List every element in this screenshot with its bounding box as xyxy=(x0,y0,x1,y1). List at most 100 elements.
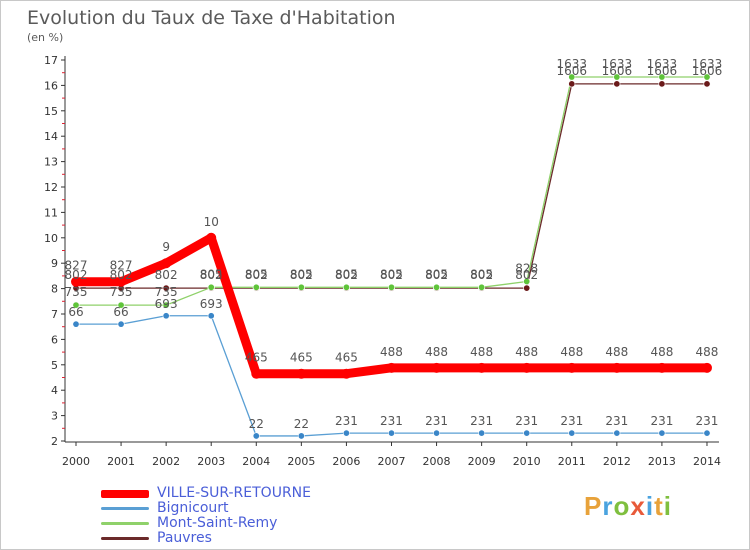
y-tick-label: 13 xyxy=(44,156,58,169)
data-label-ville-sur-retourne: 488 xyxy=(560,345,583,359)
data-point-bignicourt xyxy=(162,312,170,320)
data-label-ville-sur-retourne: 488 xyxy=(605,345,628,359)
y-tick-label: 11 xyxy=(44,206,58,219)
legend-item: Pauvres xyxy=(101,531,311,546)
x-tick-label: 2005 xyxy=(287,455,315,468)
data-point-mont-saint-remy xyxy=(342,283,350,291)
data-label-pauvres: 1606 xyxy=(556,64,587,78)
x-tick-label: 2007 xyxy=(377,455,405,468)
data-label-pauvres: 802 xyxy=(515,268,538,282)
y-tick-label: 17 xyxy=(44,54,58,67)
data-point-mont-saint-remy xyxy=(568,73,576,81)
data-point-mont-saint-remy xyxy=(162,301,170,309)
legend-label: Pauvres xyxy=(157,530,212,546)
x-tick-label: 2001 xyxy=(107,455,135,468)
legend-label: Bignicourt xyxy=(157,500,229,516)
data-label-bignicourt: 22 xyxy=(249,417,264,431)
y-tick-label: 5 xyxy=(51,359,58,372)
data-label-pauvres: 802 xyxy=(110,268,133,282)
data-label-mont-saint-remy: 805 xyxy=(380,267,403,281)
y-tick-label: 7 xyxy=(51,308,58,321)
data-point-bignicourt xyxy=(613,429,621,437)
y-tick-label: 4 xyxy=(51,384,58,397)
logo-letter: o xyxy=(613,491,631,521)
data-label-bignicourt: 231 xyxy=(335,414,358,428)
y-tick-label: 3 xyxy=(51,410,58,423)
legend-item: Mont-Saint-Remy xyxy=(101,516,311,531)
legend-swatch xyxy=(101,507,149,510)
data-label-mont-saint-remy: 805 xyxy=(425,267,448,281)
data-label-mont-saint-remy: 735 xyxy=(155,285,178,299)
data-point-mont-saint-remy xyxy=(703,73,711,81)
data-label-mont-saint-remy: 735 xyxy=(110,285,133,299)
data-point-ville-sur-retourne xyxy=(566,362,577,373)
data-point-ville-sur-retourne xyxy=(656,362,667,373)
data-point-pauvres xyxy=(613,80,621,88)
y-unit-label: (en %) xyxy=(27,31,64,44)
data-point-bignicourt xyxy=(297,432,305,440)
x-tick-label: 2004 xyxy=(242,455,270,468)
data-label-bignicourt: 231 xyxy=(650,414,673,428)
data-point-pauvres xyxy=(162,284,170,292)
data-label-mont-saint-remy: 828 xyxy=(515,261,538,275)
data-point-pauvres xyxy=(523,284,531,292)
x-tick-label: 2010 xyxy=(513,455,541,468)
y-tick-label: 12 xyxy=(44,181,58,194)
data-label-mont-saint-remy: 1633 xyxy=(556,57,587,71)
data-point-pauvres xyxy=(568,80,576,88)
data-label-ville-sur-retourne: 488 xyxy=(470,345,493,359)
chart-title: Evolution du Taux de Taxe d'Habitation xyxy=(27,7,396,29)
data-label-ville-sur-retourne: 465 xyxy=(335,351,358,365)
y-tick-label: 2 xyxy=(51,435,58,448)
data-label-pauvres: 1606 xyxy=(692,64,723,78)
data-label-bignicourt: 231 xyxy=(605,414,628,428)
data-label-mont-saint-remy: 805 xyxy=(245,267,268,281)
logo-letter: x xyxy=(630,491,646,521)
data-label-ville-sur-retourne: 488 xyxy=(425,345,448,359)
legend-item: VILLE-SUR-RETOURNE xyxy=(101,486,311,501)
data-point-bignicourt xyxy=(387,429,395,437)
data-point-ville-sur-retourne xyxy=(521,362,532,373)
data-label-ville-sur-retourne: 827 xyxy=(110,259,133,273)
data-label-pauvres: 802 xyxy=(470,268,493,282)
data-point-ville-sur-retourne xyxy=(431,362,442,373)
data-point-bignicourt xyxy=(117,320,125,328)
legend-swatch xyxy=(101,489,149,498)
data-label-ville-sur-retourne: 465 xyxy=(290,351,313,365)
data-point-mont-saint-remy xyxy=(613,73,621,81)
logo-letter: P xyxy=(584,491,603,521)
data-label-bignicourt: 231 xyxy=(380,414,403,428)
data-label-mont-saint-remy: 1633 xyxy=(692,57,723,71)
data-label-bignicourt: 693 xyxy=(200,297,223,311)
logo-letter: t xyxy=(654,491,664,521)
data-point-bignicourt xyxy=(703,429,711,437)
x-tick-label: 2006 xyxy=(332,455,360,468)
data-point-ville-sur-retourne xyxy=(296,368,307,379)
data-point-bignicourt xyxy=(72,320,80,328)
x-tick-label: 2000 xyxy=(62,455,90,468)
data-point-mont-saint-remy xyxy=(523,277,531,285)
data-label-mont-saint-remy: 1633 xyxy=(602,57,633,71)
y-tick-label: 6 xyxy=(51,333,58,346)
data-point-bignicourt xyxy=(523,429,531,437)
data-label-mont-saint-remy: 805 xyxy=(335,267,358,281)
y-tick-label: 14 xyxy=(44,130,58,143)
x-tick-label: 2012 xyxy=(603,455,631,468)
data-label-bignicourt: 66 xyxy=(113,305,128,319)
logo-letter: i xyxy=(645,491,655,521)
data-label-pauvres: 802 xyxy=(335,268,358,282)
data-point-bignicourt xyxy=(433,429,441,437)
y-tick-label: 8 xyxy=(51,283,58,296)
data-label-pauvres: 1606 xyxy=(647,64,678,78)
y-tick-label: 16 xyxy=(44,79,58,92)
legend-swatch xyxy=(101,537,149,540)
data-label-ville-sur-retourne: 488 xyxy=(515,345,538,359)
data-label-ville-sur-retourne: 827 xyxy=(65,259,88,273)
data-point-mont-saint-remy xyxy=(478,283,486,291)
data-label-ville-sur-retourne: 9 xyxy=(162,240,170,254)
x-tick-label: 2008 xyxy=(423,455,451,468)
data-point-bignicourt xyxy=(342,429,350,437)
data-label-pauvres: 802 xyxy=(65,268,88,282)
